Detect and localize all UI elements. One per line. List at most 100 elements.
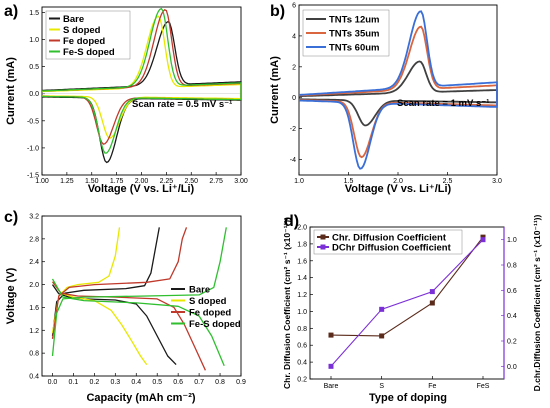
y2-tick-label: 0.4 — [507, 313, 517, 320]
x-tick-label: 3.00 — [234, 178, 248, 185]
legend-label: Chr. Diffusion Coefficient — [332, 232, 447, 243]
legend-label: DChr Diffusion Coefficient — [332, 242, 452, 253]
y-tick-label: 1.4 — [297, 275, 307, 282]
series-line — [330, 239, 484, 367]
panel-label: a) — [4, 3, 18, 20]
x-tick-label: Bare — [324, 383, 339, 390]
y-tick-label: 1.0 — [297, 309, 307, 316]
panel-a: a) 1.00 1.25 1.50 1.75 2.00 2.25 2.50 2.75 3.00 -1… — [4, 3, 248, 195]
y-tick-label: 2.4 — [29, 259, 39, 266]
y-tick-label: 0 — [292, 95, 296, 102]
y-tick-label: 0.5 — [29, 64, 39, 71]
x-tick-label: 0.3 — [110, 379, 120, 386]
y2-tick-label: 1.0 — [507, 237, 517, 244]
charge-curve — [51, 227, 121, 334]
legend-label: TNTs 60um — [329, 42, 380, 53]
legend-marker — [320, 234, 326, 240]
legend-label: S doped — [63, 25, 101, 36]
x-tick-label: 2.0 — [393, 178, 403, 185]
legend-label: TNTs 35um — [329, 28, 380, 39]
x-tick-label: 1.25 — [60, 178, 74, 185]
x-tick-label: 0.8 — [215, 379, 225, 386]
legend-label: Fe doped — [189, 307, 231, 318]
y-tick-label: 2.8 — [29, 236, 39, 243]
y-axis-label: Current (mA) — [5, 57, 17, 125]
data-point — [379, 306, 385, 312]
y-tick-label: 6 — [292, 3, 296, 10]
data-point — [429, 289, 435, 295]
y2-tick-label: 0.8 — [507, 263, 517, 270]
data-point — [328, 363, 334, 369]
legend-label: Bare — [63, 14, 84, 25]
y-tick-label: 0.6 — [297, 343, 307, 350]
y-tick-label: 2.0 — [29, 282, 39, 289]
x-tick-label: 1.50 — [85, 178, 99, 185]
y-tick-label: 2.0 — [297, 225, 307, 232]
x-tick-label: 2.5 — [443, 178, 453, 185]
y-tick-label: 0.8 — [297, 326, 307, 333]
y-tick-label: 1.2 — [297, 292, 307, 299]
x-tick-label: S — [379, 383, 384, 390]
y-tick-label: -2 — [290, 126, 296, 133]
x-tick-label: 0.6 — [173, 379, 183, 386]
y-axis-label: Chr. Diffusion Coefficient (cm² s⁻¹ (x10… — [282, 217, 292, 389]
x-axis-label: Type of doping — [369, 392, 447, 404]
y-axis-label: Voltage (V) — [5, 267, 17, 324]
y2-tick-label: 0.0 — [507, 364, 517, 371]
x-tick-label: 0.9 — [236, 379, 246, 386]
charge-curve — [51, 227, 227, 357]
y2-axis-label: D.chr.Diffusion Coefficient (cm² s⁻¹ (x1… — [532, 215, 542, 392]
discharge-curve — [51, 281, 206, 371]
y-tick-label: 1.6 — [29, 305, 39, 312]
y-tick-label: -4 — [290, 157, 296, 164]
y-tick-label: 0.2 — [297, 377, 307, 384]
panel-c: c) 0.0 0.1 0.2 0.3 0.4 0.5 0.6 0.7 0.8 0.9 0.4 0.8 1.… — [4, 209, 246, 404]
y-axis-label: Current (mA) — [269, 56, 281, 124]
y2-tick-label: 0.6 — [507, 288, 517, 295]
y-tick-label: -1.0 — [27, 145, 39, 152]
panel-label: d) — [284, 213, 299, 230]
data-point — [480, 237, 486, 243]
x-tick-label: 1.0 — [294, 178, 304, 185]
data-point — [379, 333, 385, 339]
scan-rate-annotation: Scan rate = 1 mV s⁻¹ — [397, 98, 489, 109]
series-line — [330, 236, 484, 337]
data-point — [480, 234, 486, 240]
charge-curve — [51, 227, 188, 339]
x-tick-label: 2.00 — [135, 178, 149, 185]
y-tick-label: -1.5 — [27, 173, 39, 180]
y-tick-label: 2 — [292, 64, 296, 71]
plot-frame — [41, 215, 242, 377]
y2-tick-label: 0.2 — [507, 339, 517, 346]
y-tick-label: 0.8 — [29, 351, 39, 358]
legend-label: Fe-S doped — [189, 319, 241, 330]
y-tick-label: 0.4 — [297, 360, 307, 367]
y-tick-label: 1.6 — [297, 258, 307, 265]
y-tick-label: 1.0 — [29, 37, 39, 44]
x-tick-label: 0.1 — [69, 379, 79, 386]
legend-label: Fe doped — [63, 36, 105, 47]
x-axis-label: Capacity (mAh cm⁻²) — [86, 392, 195, 404]
y-tick-label: -0.5 — [27, 118, 39, 125]
y-tick-label: 0.0 — [29, 91, 39, 98]
y-tick-label: 0.4 — [29, 374, 39, 381]
legend-label: Bare — [189, 284, 210, 295]
legend-label: S doped — [189, 296, 227, 307]
panel-b: b) 1.0 1.5 2.0 2.5 3.0 -4 -2 0 2 4 6 TNTs 12um TNTs 3… — [269, 3, 502, 196]
x-axis-label: Voltage (V vs. Li⁺/Li) — [88, 183, 195, 195]
panel-label: b) — [270, 3, 285, 20]
legend-label: Fe-S doped — [63, 47, 115, 58]
x-tick-label: 2.50 — [184, 178, 198, 185]
x-axis-label: Voltage (V vs. Li⁺/Li) — [345, 183, 452, 195]
x-tick-label: Fe — [428, 383, 436, 390]
x-tick-label: 1.00 — [35, 178, 49, 185]
panel-label: c) — [4, 209, 18, 226]
x-tick-label: 0.7 — [194, 379, 204, 386]
x-tick-label: FeS — [477, 383, 490, 390]
x-tick-label: 0.4 — [131, 379, 141, 386]
legend-box — [313, 229, 463, 255]
series-line — [41, 7, 242, 154]
x-tick-label: 2.25 — [160, 178, 174, 185]
y-tick-label: 3.2 — [29, 214, 39, 221]
